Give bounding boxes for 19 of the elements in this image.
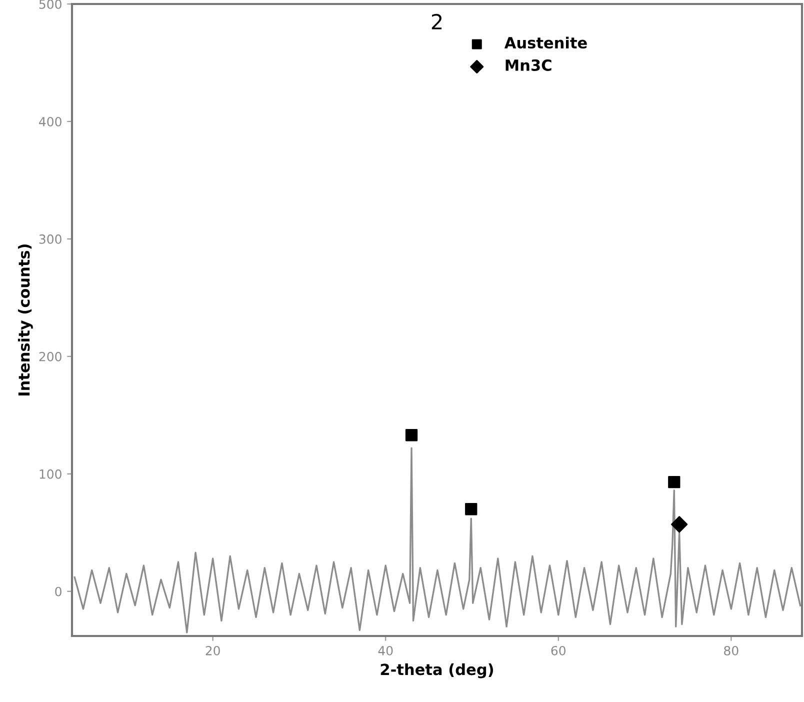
point — [465, 503, 478, 516]
y-tick-label: 300 — [39, 234, 62, 244]
x-tick-label: 60 — [551, 646, 566, 656]
point — [405, 429, 418, 442]
annotation: 2 — [432, 14, 442, 30]
x-tick-label: 20 — [206, 646, 220, 656]
x-tick-label: 40 — [378, 646, 393, 656]
y-axis-title: Intensity (counts) — [18, 244, 33, 396]
legend-label: Austenite — [504, 36, 587, 49]
point — [668, 476, 680, 488]
y-tick-label: 400 — [39, 116, 62, 126]
legend-label: Mn3C — [506, 59, 552, 71]
x-tick-label: 80 — [724, 646, 738, 656]
y-tick-label: 0 — [55, 586, 62, 596]
point — [671, 516, 688, 533]
y-tick-label: 100 — [40, 469, 62, 479]
y-tick-label: 200 — [39, 352, 62, 362]
x-axis-title: 2-theta (deg) — [380, 663, 494, 678]
line-series — [74, 447, 802, 634]
